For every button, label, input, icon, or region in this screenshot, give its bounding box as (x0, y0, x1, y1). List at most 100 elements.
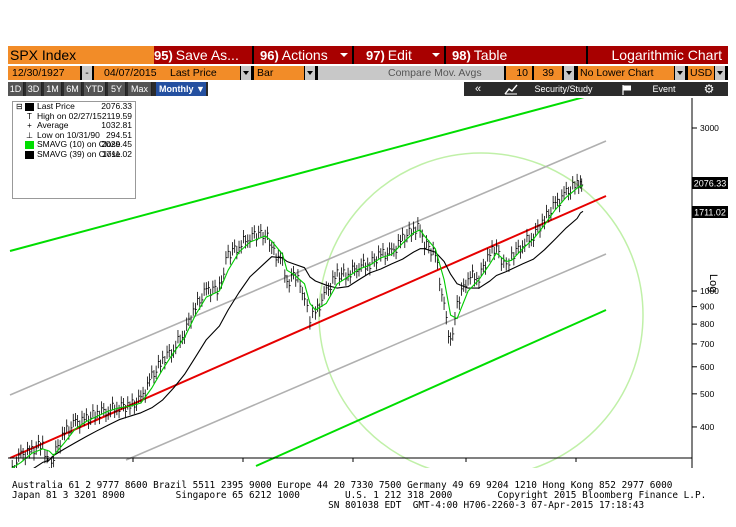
legend-name: SMAVG (10) on Close (37, 139, 121, 150)
legend-row-low: ⊥ Low on 10/31/90 294.51 (13, 129, 135, 141)
security-study-label: Security/Study (534, 84, 593, 94)
top-menu-bar: SPX Index 95) Save As... 96) Actions 97) Ed… (8, 46, 728, 64)
actions-button[interactable]: 96) Actions (254, 46, 352, 64)
period-6m[interactable]: 6M (64, 82, 82, 96)
legend-swatch (25, 150, 34, 159)
event-label: Event (652, 84, 676, 94)
edit-label: Edit (387, 47, 412, 63)
average-icon: + (27, 121, 32, 131)
period-5y[interactable]: 5Y (108, 82, 126, 96)
currency-select[interactable]: USD (688, 66, 714, 80)
smavg-10-line (11, 185, 583, 468)
event-button[interactable]: Event (616, 82, 686, 96)
y-axis: 400 500 600 700 800 900 1000 3000 (692, 123, 719, 432)
y-tick-label: 800 (700, 319, 714, 329)
period-1m[interactable]: 1M (44, 82, 62, 96)
y-tick-label: 900 (700, 302, 714, 312)
save-as-number: 95) (154, 48, 173, 63)
legend: ⊟ Last Price 2076.33 T High on 02/27/15 … (12, 101, 136, 199)
upper-grey-channel (9, 140, 607, 396)
edit-button[interactable]: 97) Edit (354, 46, 444, 64)
start-date-field[interactable]: 12/30/1927 (8, 66, 80, 80)
chevron-down-icon[interactable] (715, 66, 725, 80)
legend-value: 2119.59 (101, 110, 132, 121)
settings-button[interactable]: ⚙ (694, 82, 724, 96)
legend-name: SMAVG (39) on Close (37, 148, 121, 159)
style-select[interactable]: Bar (254, 66, 304, 80)
y-tick-label: 600 (700, 362, 714, 372)
legend-value: 2029.45 (101, 139, 132, 150)
legend-swatch (25, 103, 34, 111)
series-layer (11, 173, 584, 468)
legend-value: 1711.02 (101, 148, 132, 159)
legend-value: 2076.33 (101, 101, 132, 111)
security-study-button[interactable]: Security/Study (502, 82, 612, 96)
y-tick-label: 700 (700, 339, 714, 349)
chevron-down-icon: ▼ (196, 84, 205, 94)
toolbar-spacer (208, 82, 464, 96)
table-button[interactable]: 98) Table (446, 46, 586, 64)
ma-tag: 1711.02 (692, 206, 728, 218)
footer-line-2: Japan 81 3 3201 8900 Singapore 65 6212 1… (12, 490, 707, 501)
last-price-tag-label: 2076.33 (694, 179, 727, 189)
legend-row-last-price: ⊟ Last Price 2076.33 (13, 101, 135, 112)
parameter-bar: 12/30/1927 - 04/07/2015 Last Price Bar C… (8, 66, 728, 80)
compare-select[interactable]: Compare Mov. Avgs (318, 66, 504, 80)
frequency-label: Monthly (159, 84, 194, 94)
period-3d[interactable]: 3D (26, 82, 42, 96)
x-axis: 91990-19941995-19992000-20042005-2009201… (47, 458, 693, 462)
legend-value: 1032.81 (101, 120, 132, 131)
legend-row-smavg-10: SMAVG (10) on Close 2029.45 (13, 140, 135, 150)
collapse-button[interactable]: « (474, 83, 482, 95)
end-date-field[interactable]: 04/07/2015 (94, 66, 168, 80)
legend-row-average: + Average 1032.81 (13, 121, 135, 131)
low-icon: ⊥ (26, 130, 33, 140)
actions-label: Actions (281, 47, 328, 63)
table-number: 98) (452, 48, 471, 63)
ma-tag-label: 1711.02 (694, 208, 726, 218)
legend-name: Low on 10/31/90 (37, 129, 100, 140)
red-trend-line (9, 195, 607, 459)
footer-line-3: SN 801038 EDT GMT-4:00 H706-2260-3 07-Ap… (12, 500, 645, 511)
legend-row-smavg-39: SMAVG (39) on Close 1711.02 (13, 148, 135, 160)
upper-green-channel (9, 98, 585, 252)
edit-number: 97) (366, 48, 385, 63)
smavg-39-line (33, 210, 584, 468)
y-tick-label: 3000 (700, 123, 719, 133)
collapse-icon[interactable]: ⊟ (16, 102, 23, 111)
lower-green-channel (255, 309, 607, 467)
period-1d[interactable]: 1D (8, 82, 24, 96)
chevron-down-icon (340, 53, 348, 57)
chevron-down-icon[interactable] (305, 66, 315, 80)
lower-chart-select[interactable]: No Lower Chart (578, 66, 674, 80)
last-price-tag: 2076.33 (692, 177, 728, 189)
save-as-button[interactable]: 95) Save As... (154, 46, 252, 64)
legend-swatch (25, 141, 34, 150)
chevron-down-icon[interactable] (564, 66, 574, 80)
chevron-down-icon[interactable] (675, 66, 685, 80)
actions-number: 96) (260, 48, 279, 63)
chevron-down-icon[interactable] (241, 66, 251, 80)
footer: Australia 61 2 9777 8600 Brazil 5511 239… (12, 481, 728, 511)
date-dash: - (82, 66, 92, 80)
legend-name: Last Price (37, 101, 75, 111)
frequency-select[interactable]: Monthly ▼ (156, 82, 206, 96)
save-as-label: Save As... (175, 47, 239, 63)
high-icon: T (27, 111, 32, 121)
gear-icon: ⚙ (703, 82, 715, 96)
y-tick-label: 500 (700, 389, 714, 399)
highlight-circle (318, 152, 644, 468)
price-field-select[interactable]: Last Price (168, 66, 240, 80)
y-tick-label: 1000 (700, 286, 719, 296)
ma-short-field[interactable]: 10 (506, 66, 532, 80)
period-ytd[interactable]: YTD (84, 82, 106, 96)
security-title[interactable]: SPX Index (8, 46, 154, 64)
lower-grey-channel (125, 253, 607, 461)
table-label: Table (473, 47, 508, 63)
legend-value: 294.51 (106, 129, 132, 140)
chart-type-title: Logarithmic Chart (588, 46, 728, 64)
y-axis-label: Log (707, 274, 719, 292)
ma-long-field[interactable]: 39 (534, 66, 562, 80)
period-max[interactable]: Max (128, 82, 152, 96)
chevron-down-icon (432, 53, 440, 57)
